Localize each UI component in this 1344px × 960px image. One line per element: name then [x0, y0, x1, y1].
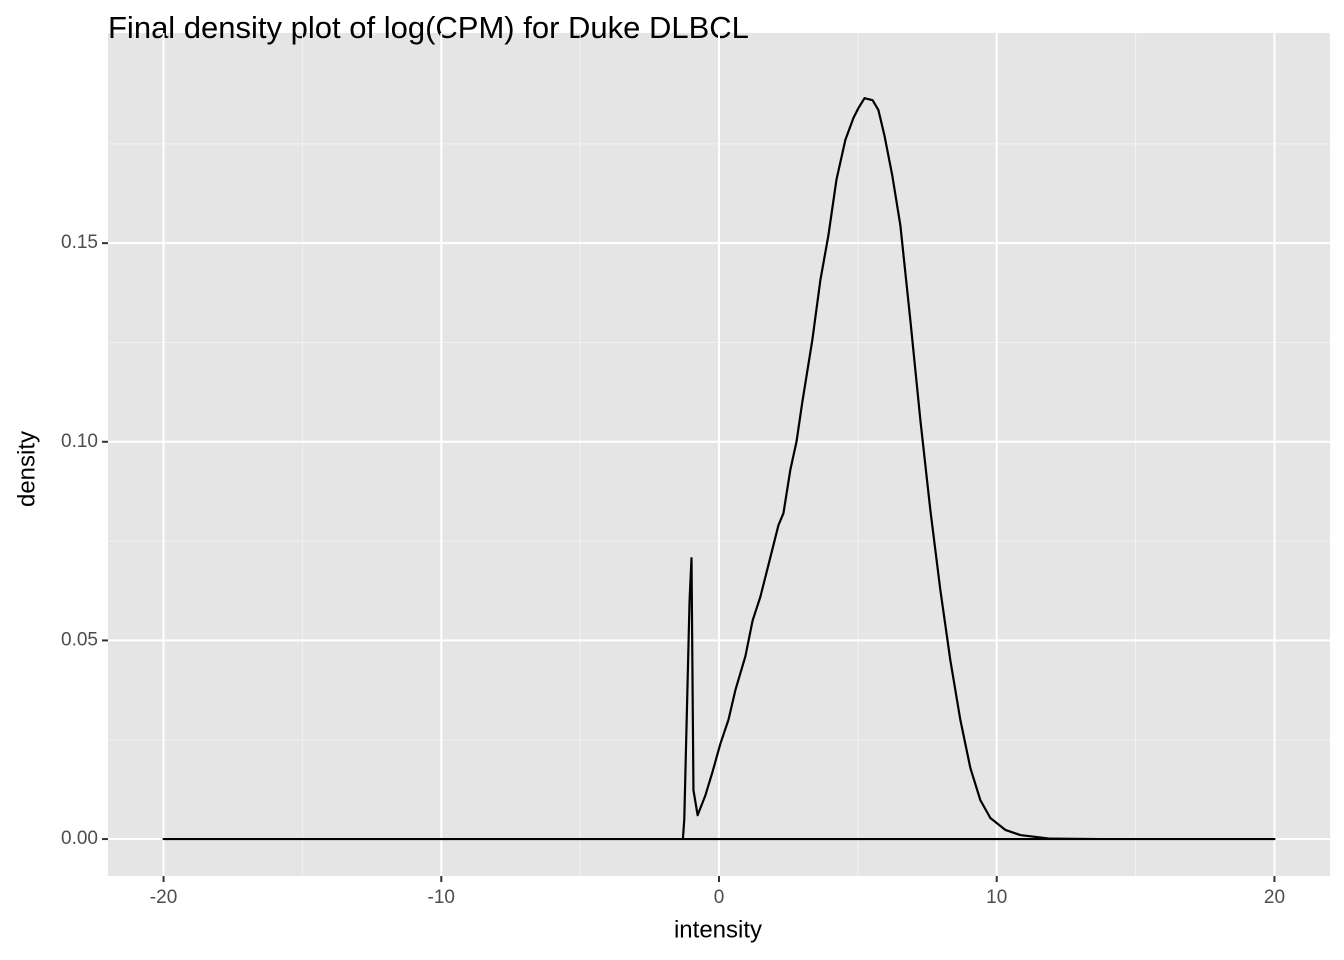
density-curve [162, 97, 1276, 841]
x-tick-label: -10 [428, 887, 455, 908]
y-tick-label: 0.00 [61, 828, 98, 849]
y-tick-label: 0.05 [61, 629, 98, 650]
y-tick-label: 0.10 [61, 431, 98, 452]
x-tick-label: 20 [1264, 887, 1285, 908]
chart-title: Final density plot of log(CPM) for Duke … [108, 10, 749, 45]
x-tick-label: -20 [150, 887, 177, 908]
x-axis-title: intensity [674, 916, 762, 943]
x-tick-label: 10 [986, 887, 1007, 908]
x-tick-label: 0 [714, 887, 725, 908]
y-axis-title: density [13, 431, 40, 507]
y-tick-label: 0.15 [61, 232, 98, 253]
